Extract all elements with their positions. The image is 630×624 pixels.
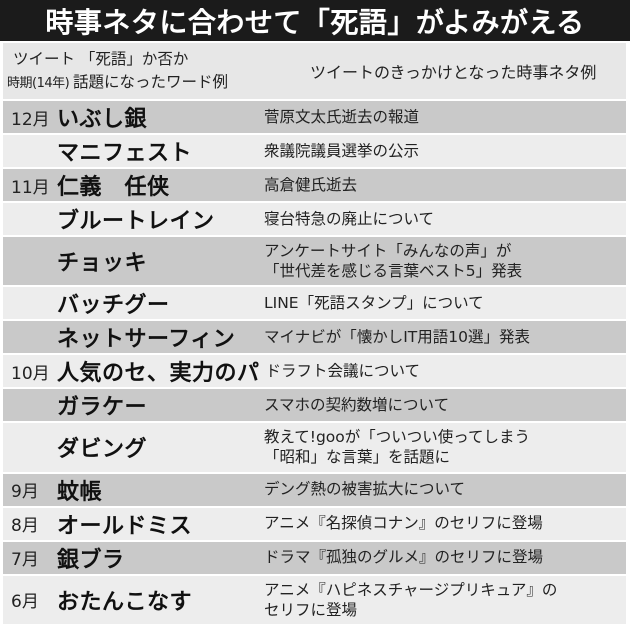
table-row: チョッキ アンケートサイト「みんなの声」が 「世代差を感じる言葉ベスト5」発表 — [3, 237, 626, 286]
word-cell: ガラケー — [57, 395, 148, 421]
word-cell: チョッキ — [57, 251, 148, 277]
news-cell: 衆議院議員選挙の公示 — [264, 141, 420, 160]
table-row: マニフェスト 衆議院議員選挙の公示 — [3, 135, 626, 167]
month-cell: 9月 — [11, 482, 39, 503]
table-row: 6月 おたんこなす アニメ『ハピネスチャージプリキュア』の セリフに登場 — [3, 575, 626, 624]
page-title: 時事ネタに合わせて「死語」がよみがえる — [45, 5, 585, 39]
column-header-word-line1: ツイート 「死語」か否か — [13, 49, 189, 68]
month-cell: 6月 — [11, 592, 39, 613]
column-header-word-line2: 話題になったワード例 — [73, 73, 229, 91]
table-header-row: ツイート 「死語」か否か 時期(14年) 話題になったワード例 ツイートのきっか… — [3, 43, 626, 99]
word-cell: 仁義 任侠 — [57, 175, 170, 200]
word-cell: バッチグー — [57, 293, 170, 319]
month-cell: 12月 — [11, 109, 50, 130]
table-row: 7月 銀ブラ ドラマ『孤独のグルメ』のセリフに登場 — [3, 541, 626, 574]
month-cell: 11月 — [11, 177, 50, 198]
table-row: 9月 蚊帳 デング熱の被害拡大について — [3, 473, 626, 506]
word-cell: オールドミス — [57, 513, 193, 539]
news-cell: 菅原文太氏逝去の報道 — [264, 107, 420, 126]
table-row: 12月 いぶし銀 菅原文太氏逝去の報道 — [3, 101, 626, 133]
news-cell: 教えて!gooが「ついつい使ってしまう 「昭和」な言葉」を話題に — [264, 428, 530, 467]
column-header-left-group: ツイート 「死語」か否か 時期(14年) 話題になったワード例 — [3, 48, 260, 95]
news-cell: 寝台特急の廃止について — [264, 209, 435, 228]
news-cell: アニメ『名探偵コナン』のセリフに登場 — [264, 514, 543, 533]
news-cell: アニメ『ハピネスチャージプリキュア』の セリフに登場 — [264, 580, 558, 619]
news-cell: ドラフト会議について — [265, 362, 421, 381]
table-row: ネットサーフィン マイナビが「懐かしIT用語10選」発表 — [3, 321, 626, 354]
word-cell: ネットサーフィン — [57, 327, 236, 353]
dead-words-table: ツイート 「死語」か否か 時期(14年) 話題になったワード例 ツイートのきっか… — [3, 43, 626, 624]
news-cell: スマホの契約数増について — [264, 396, 450, 415]
column-header-news: ツイートのきっかけとなった時事ネタ例 — [310, 63, 597, 82]
month-cell: 8月 — [11, 516, 39, 537]
word-cell: 蚊帳 — [57, 479, 103, 505]
word-cell: 人気のセ、実力のパ — [57, 361, 260, 387]
month-cell: 10月 — [11, 363, 50, 384]
title-bar: 時事ネタに合わせて「死語」がよみがえる — [0, 0, 630, 41]
word-cell: ダビング — [57, 437, 148, 463]
word-cell: 銀ブラ — [57, 547, 125, 573]
column-header-period: 時期(14年) — [7, 76, 70, 91]
word-cell: いぶし銀 — [57, 107, 148, 132]
news-cell: ドラマ『孤独のグルメ』のセリフに登場 — [264, 548, 544, 567]
table-row: 8月 オールドミス アニメ『名探偵コナン』のセリフに登場 — [3, 507, 626, 540]
table-row: ダビング 教えて!gooが「ついつい使ってしまう 「昭和」な言葉」を話題に — [3, 423, 626, 472]
table-row: ガラケー スマホの契約数増について — [3, 389, 626, 422]
table-row: 11月 仁義 任侠 高倉健氏逝去 — [3, 169, 626, 201]
table-body: 12月 いぶし銀 菅原文太氏逝去の報道 マニフェスト 衆議院議員選挙の公示 11… — [3, 101, 626, 624]
table-row: バッチグー LINE「死語スタンプ」について — [3, 287, 626, 320]
news-cell: LINE「死語スタンプ」について — [264, 294, 484, 313]
word-cell: おたんこなす — [57, 589, 193, 615]
table-row: 10月 人気のセ、実力のパ ドラフト会議について — [3, 355, 626, 388]
table-row: ブルートレイン 寝台特急の廃止について — [3, 203, 626, 235]
word-cell: ブルートレイン — [57, 209, 215, 234]
word-cell: マニフェスト — [57, 141, 193, 166]
column-header-line2: 時期(14年) 話題になったワード例 — [3, 71, 260, 94]
month-cell: 7月 — [11, 550, 39, 571]
news-cell: デング熱の被害拡大について — [264, 480, 466, 499]
news-cell: アンケートサイト「みんなの声」が 「世代差を感じる言葉ベスト5」発表 — [264, 242, 523, 281]
news-cell: 高倉健氏逝去 — [264, 175, 358, 194]
news-cell: マイナビが「懐かしIT用語10選」発表 — [264, 328, 530, 347]
